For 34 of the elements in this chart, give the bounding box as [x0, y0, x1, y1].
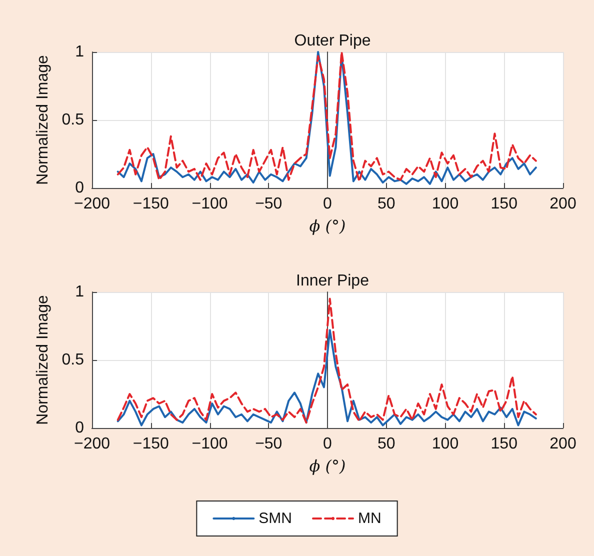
x-axis-title: ϕ (°): [309, 456, 346, 476]
x-tick-label: 100: [432, 436, 459, 452]
y-tick-label: 1: [75, 44, 84, 60]
x-tick-label: −200: [74, 436, 110, 452]
legend-label: SMN: [258, 510, 292, 527]
y-tick-label: 0: [75, 180, 84, 196]
x-tick-label: 200: [550, 436, 576, 452]
y-tick-label: 0.5: [62, 352, 84, 368]
x-tick-label: −200: [74, 196, 110, 212]
x-tick-label: 50: [377, 196, 396, 212]
y-tick-label: 0: [75, 420, 84, 436]
x-tick-label: −150: [132, 436, 169, 452]
x-tick-label: 0: [323, 196, 332, 212]
y-axis-title: Normalized Image: [34, 54, 52, 185]
y-tick-label: 0.5: [62, 112, 84, 128]
x-tick-label: 150: [490, 436, 518, 452]
chart-title: Inner Pipe: [296, 272, 370, 290]
x-tick-label: 100: [432, 196, 459, 212]
x-tick-label: −50: [255, 196, 282, 212]
x-tick-label: −100: [192, 196, 228, 212]
line-series: [116, 329, 537, 426]
y-tick-label: 1: [75, 284, 84, 300]
chart-title: Outer Pipe: [294, 32, 371, 50]
y-axis-title: Normalized Image: [34, 294, 52, 425]
x-tick-label: −150: [132, 196, 169, 212]
x-axis-title: ϕ (°): [309, 216, 346, 236]
x-tick-label: 200: [550, 196, 576, 212]
line-series: [116, 298, 537, 424]
x-tick-label: 50: [377, 436, 396, 452]
x-tick-label: −100: [192, 436, 228, 452]
x-tick-label: 150: [490, 196, 518, 212]
x-tick-label: −50: [255, 436, 282, 452]
x-tick-label: 0: [323, 436, 332, 452]
legend-label: MN: [358, 510, 382, 527]
